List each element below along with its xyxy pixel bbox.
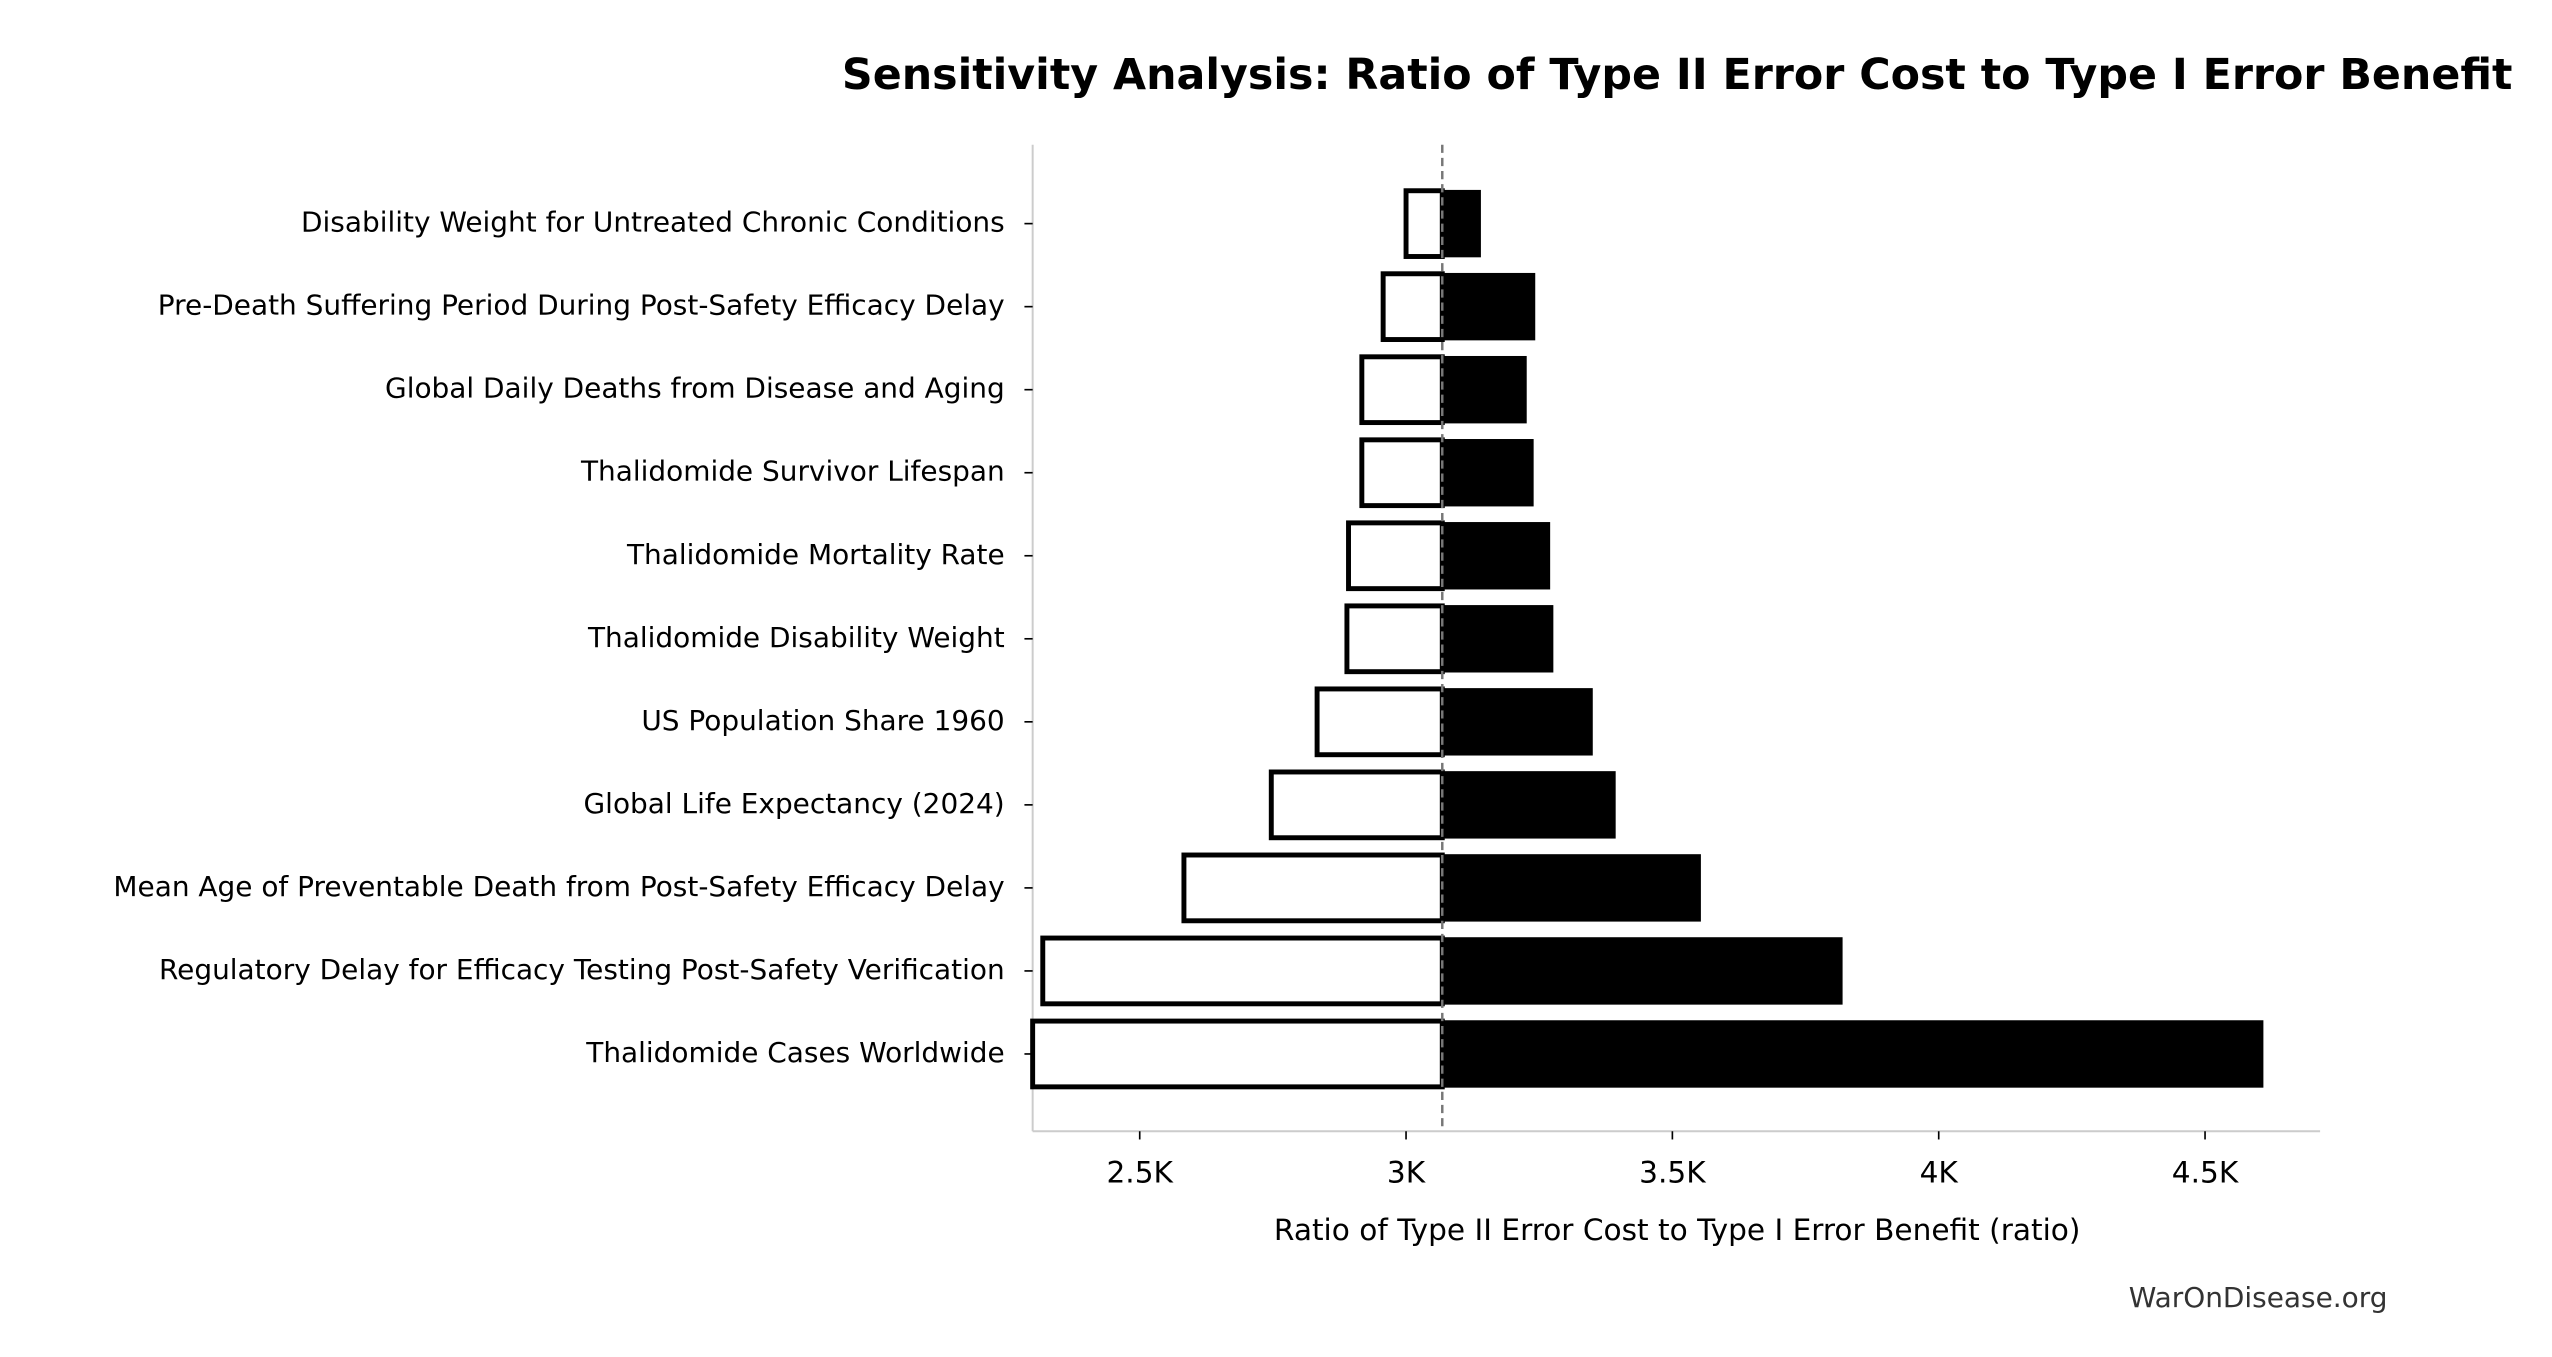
high-bar — [1441, 771, 1616, 839]
low-bar — [1181, 852, 1445, 924]
chart-title: Sensitivity Analysis: Ratio of Type II E… — [842, 50, 2513, 100]
low-bar — [1344, 603, 1445, 675]
y-tick-label: Mean Age of Preventable Death from Post-… — [113, 870, 1004, 903]
y-tick-label: Regulatory Delay for Efficacy Testing Po… — [159, 953, 1005, 986]
x-tick-label: 3K — [1387, 1155, 1427, 1189]
low-bar — [1380, 271, 1445, 343]
low-bar — [1359, 354, 1445, 426]
low-bar — [1314, 686, 1445, 758]
high-bar — [1441, 605, 1554, 673]
x-tick-label: 2.5K — [1106, 1155, 1174, 1189]
high-bar — [1441, 439, 1534, 507]
source-note: WarOnDisease.org — [2129, 1281, 2388, 1314]
y-tick-label: Pre-Death Suffering Period During Post-S… — [158, 289, 1005, 322]
high-bar — [1441, 854, 1701, 922]
low-bar — [1040, 935, 1445, 1007]
high-bar — [1441, 189, 1481, 258]
x-tick-label: 4.5K — [2172, 1155, 2240, 1189]
x-tick-label: 3.5K — [1639, 1155, 1707, 1189]
low-bar — [1359, 437, 1445, 509]
high-bar — [1441, 355, 1527, 424]
y-tick-label: Thalidomide Cases Worldwide — [585, 1036, 1004, 1069]
low-bar — [1346, 520, 1445, 592]
y-tick-label: Disability Weight for Untreated Chronic … — [301, 206, 1005, 239]
low-bar — [1030, 1018, 1445, 1090]
low-bar — [1403, 188, 1445, 259]
x-axis-label: Ratio of Type II Error Cost to Type I Er… — [1274, 1213, 2081, 1247]
y-tick-label: US Population Share 1960 — [641, 704, 1004, 737]
high-bar — [1441, 937, 1843, 1005]
y-tick-label: Thalidomide Mortality Rate — [626, 538, 1005, 571]
high-bar — [1441, 272, 1536, 341]
y-tick-label: Global Life Expectancy (2024) — [584, 787, 1005, 820]
low-bar — [1268, 769, 1445, 841]
high-bar — [1441, 522, 1551, 590]
y-tick-label: Global Daily Deaths from Disease and Agi… — [385, 372, 1005, 405]
high-bar — [1441, 1020, 2264, 1088]
x-tick-label: 4K — [1920, 1155, 1960, 1189]
y-tick-label: Thalidomide Disability Weight — [587, 621, 1005, 654]
high-bar — [1441, 688, 1593, 756]
y-tick-label: Thalidomide Survivor Lifespan — [580, 455, 1005, 488]
